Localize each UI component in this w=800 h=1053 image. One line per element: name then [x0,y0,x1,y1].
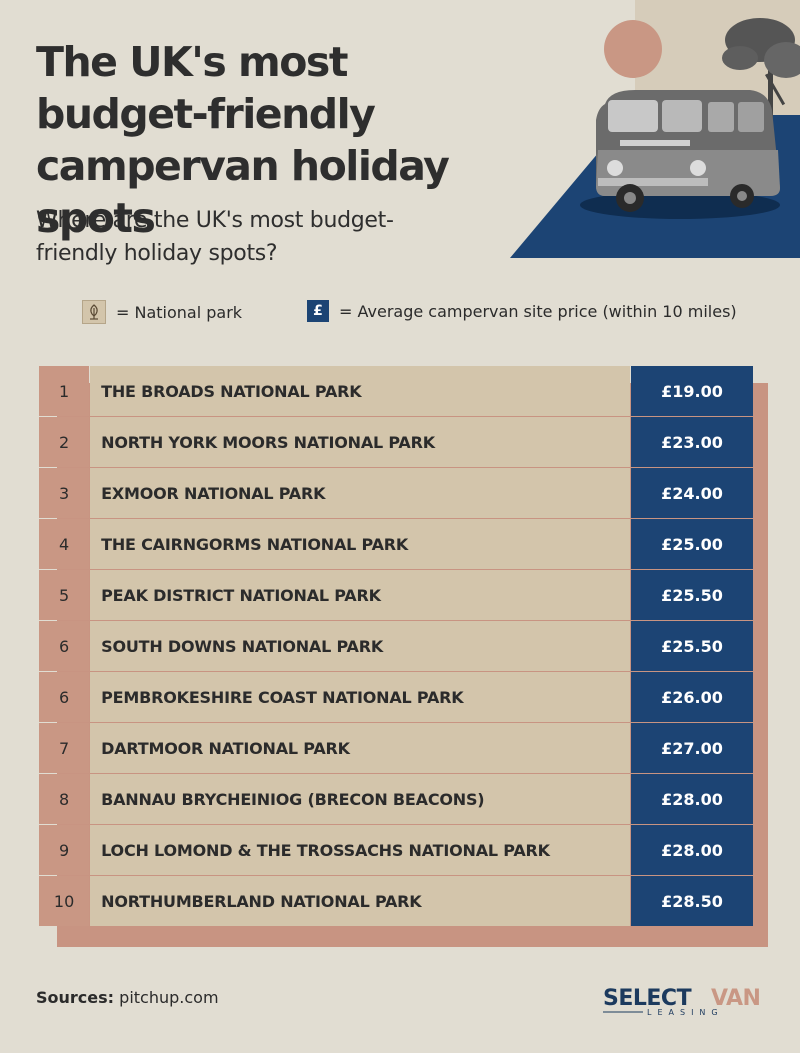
legend-price: £ = Average campervan site price (within… [307,300,737,322]
table-row: 4 THE CAIRNGORMS NATIONAL PARK £25.00 [39,519,753,569]
row-name: EXMOOR NATIONAL PARK [90,468,631,518]
row-rank: 8 [39,774,90,824]
row-price: £28.00 [631,825,753,875]
table-row: 9 LOCH LOMOND & THE TROSSACHS NATIONAL PA… [39,825,753,875]
row-rank: 6 [39,672,90,722]
page-subtitle: Where are the UK's most budget-friendly … [36,208,394,266]
row-rank: 3 [39,468,90,518]
row-price: £25.50 [631,621,753,671]
legend-national-park: = National park [82,300,242,324]
row-rank: 4 [39,519,90,569]
row-rank: 1 [39,366,90,416]
row-name: THE BROADS NATIONAL PARK [90,366,631,416]
row-price: £25.00 [631,519,753,569]
row-price: £27.00 [631,723,753,773]
select-van-leasing-logo: SELECT VAN LEASING [603,986,761,1017]
row-price: £28.50 [631,876,753,926]
row-name: DARTMOOR NATIONAL PARK [90,723,631,773]
row-price: £24.00 [631,468,753,518]
table-row: 7 DARTMOOR NATIONAL PARK £27.00 [39,723,753,773]
legend-price-label: = Average campervan site price (within 1… [339,301,737,321]
row-name: PEMBROKESHIRE COAST NATIONAL PARK [90,672,631,722]
row-name: LOCH LOMOND & THE TROSSACHS NATIONAL PAR… [90,825,631,875]
row-name: BANNAU BRYCHEINIOG (BRECON BEACONS) [90,774,631,824]
row-rank: 5 [39,570,90,620]
row-rank: 6 [39,621,90,671]
row-price: £25.50 [631,570,753,620]
table-row: 6 SOUTH DOWNS NATIONAL PARK £25.50 [39,621,753,671]
table-row: 5 PEAK DISTRICT NATIONAL PARK £25.50 [39,570,753,620]
sources: Sources: pitchup.com [36,988,219,1007]
logo-tagline: LEASING [647,1008,724,1017]
row-rank: 10 [39,876,90,926]
table-row: 2 NORTH YORK MOORS NATIONAL PARK £23.00 [39,417,753,467]
table-row: 10 NORTHUMBERLAND NATIONAL PARK £28.50 [39,876,753,926]
sources-label: Sources: [36,988,115,1007]
pound-icon: £ [307,300,329,322]
legend-park-label: = National park [116,302,243,322]
row-name: SOUTH DOWNS NATIONAL PARK [90,621,631,671]
row-rank: 7 [39,723,90,773]
row-name: NORTH YORK MOORS NATIONAL PARK [90,417,631,467]
ranking-table: 1 THE BROADS NATIONAL PARK £19.00 2 NORTH YO… [39,366,753,927]
row-rank: 9 [39,825,90,875]
table-row: 8 BANNAU BRYCHEINIOG (BRECON BEACONS) £28.… [39,774,753,824]
row-price: £19.00 [631,366,753,416]
sources-value: pitchup.com [119,988,219,1007]
table-row: 3 EXMOOR NATIONAL PARK £24.00 [39,468,753,518]
table-row: 1 THE BROADS NATIONAL PARK £19.00 [39,366,753,416]
logo-van: VAN [711,986,760,1011]
row-price: £28.00 [631,774,753,824]
table-row: 6 PEMBROKESHIRE COAST NATIONAL PARK £26.00 [39,672,753,722]
row-name: PEAK DISTRICT NATIONAL PARK [90,570,631,620]
row-price: £23.00 [631,417,753,467]
page-title: The UK's most budget-friendly campervan … [36,38,450,242]
row-rank: 2 [39,417,90,467]
row-price: £26.00 [631,672,753,722]
tree-icon [82,300,106,324]
row-name: THE CAIRNGORMS NATIONAL PARK [90,519,631,569]
campervan-illustration [510,0,800,258]
logo-select: SELECT [603,986,692,1011]
row-name: NORTHUMBERLAND NATIONAL PARK [90,876,631,926]
